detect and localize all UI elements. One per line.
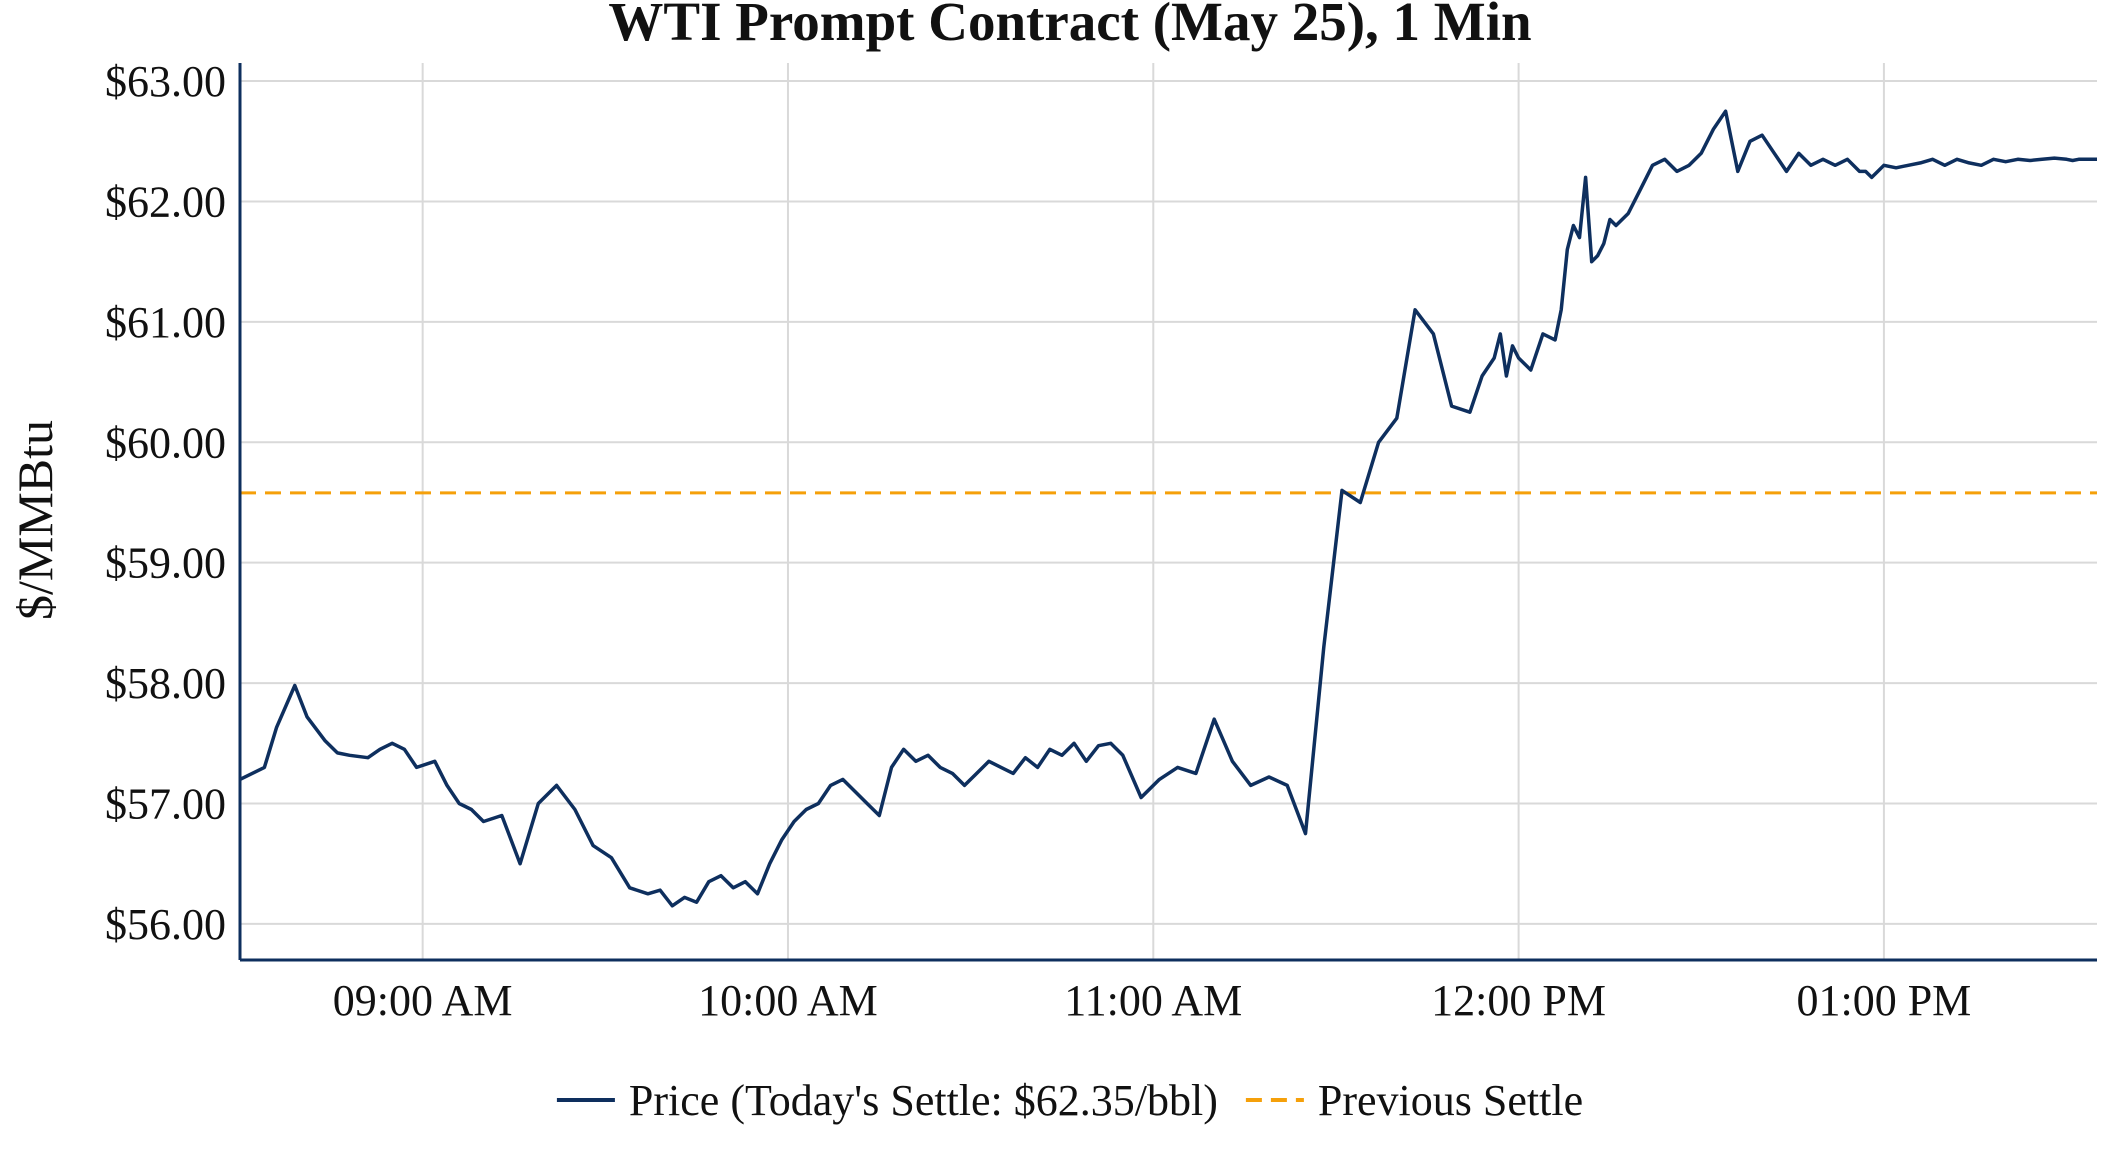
- x-tick-label: 10:00 AM: [698, 976, 878, 1025]
- tick-label-layer: $56.00 $57.00 $58.00 $59.00 $60.00 $61.00 $62.…: [105, 57, 1971, 1025]
- y-tick-label: $61.00: [105, 298, 226, 347]
- y-tick-label: $58.00: [105, 659, 226, 708]
- chart-title: WTI Prompt Contract (May 25), 1 Min: [608, 0, 1531, 52]
- y-tick-label: $59.00: [105, 539, 226, 588]
- legend-label-price: Price (Today's Settle: $62.35/bbl): [629, 1076, 1218, 1125]
- y-tick-label: $62.00: [105, 177, 226, 226]
- y-tick-label: $56.00: [105, 900, 226, 949]
- grid-layer: [240, 63, 2097, 960]
- y-tick-label: $60.00: [105, 418, 226, 467]
- price-series-line: [239, 109, 2097, 908]
- x-tick-label: 01:00 PM: [1796, 976, 1971, 1025]
- legend: Price (Today's Settle: $62.35/bbl) Previo…: [556, 1076, 1583, 1125]
- y-tick-label: $57.00: [105, 779, 226, 828]
- axes-layer: [238, 63, 2097, 962]
- series-layer: [239, 109, 2097, 908]
- y-axis-title: $/MMBtu: [7, 420, 63, 620]
- y-tick-label: $63.00: [105, 57, 226, 106]
- legend-label-previous-settle: Previous Settle: [1318, 1076, 1583, 1125]
- x-tick-label: 09:00 AM: [333, 976, 513, 1025]
- x-tick-label: 12:00 PM: [1431, 976, 1606, 1025]
- x-tick-label: 11:00 AM: [1064, 976, 1242, 1025]
